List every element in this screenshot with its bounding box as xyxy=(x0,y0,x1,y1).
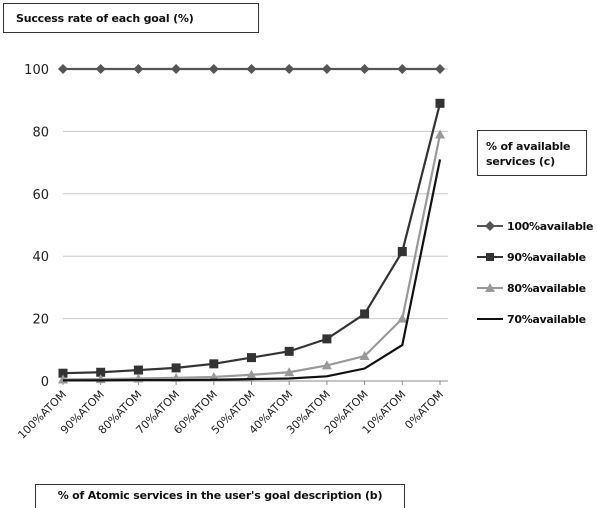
data-point xyxy=(360,309,370,319)
data-point xyxy=(359,351,370,361)
data-point xyxy=(435,129,445,139)
data-point xyxy=(284,346,294,356)
legend-item-90: 90%available xyxy=(477,248,597,279)
legend-label: 70%available xyxy=(507,313,586,326)
data-point xyxy=(435,98,445,108)
legend-item-70: 70%available xyxy=(477,310,597,341)
x-axis-label: % of Atomic services in the user's goal … xyxy=(35,484,405,508)
data-point xyxy=(397,247,407,257)
data-point xyxy=(209,359,219,369)
data-point xyxy=(247,353,256,363)
data-point xyxy=(95,64,106,74)
series-line xyxy=(62,103,442,375)
data-point xyxy=(133,64,144,74)
line-marker-icon xyxy=(477,318,503,320)
data-point xyxy=(96,367,106,377)
series-line xyxy=(63,159,442,382)
data-point xyxy=(246,64,257,74)
series-line xyxy=(62,134,442,381)
legend-label: 90%available xyxy=(507,251,586,264)
data-point xyxy=(435,64,445,74)
data-point xyxy=(322,334,332,344)
data-point xyxy=(171,64,182,74)
x-tick-label: 0%ATOM xyxy=(402,388,446,432)
legend: 100%available 90%available 80%available … xyxy=(477,217,597,341)
x-tick-label: 100%ATOM xyxy=(15,388,69,442)
legend-label: 100%available xyxy=(507,220,594,233)
chart-title: Success rate of each goal (%) xyxy=(3,3,259,33)
data-point xyxy=(359,64,370,74)
triangle-marker-icon xyxy=(477,283,503,292)
data-point xyxy=(58,64,68,74)
data-point xyxy=(58,368,68,378)
data-point xyxy=(284,367,295,377)
square-marker-icon xyxy=(477,253,503,261)
y-tick-label: 0 xyxy=(41,375,49,390)
y-tick-label: 100 xyxy=(24,63,49,78)
data-point xyxy=(321,64,332,74)
y-tick-label: 80 xyxy=(32,125,49,140)
data-point xyxy=(397,64,408,74)
data-point xyxy=(171,363,181,373)
y-tick-label: 20 xyxy=(32,313,49,328)
data-point xyxy=(246,369,257,379)
data-point xyxy=(133,365,143,375)
data-point xyxy=(284,64,295,74)
diamond-marker-icon xyxy=(477,221,503,231)
legend-label: 80%available xyxy=(507,282,586,295)
legend-item-100: 100%available xyxy=(477,217,597,248)
y-tick-label: 40 xyxy=(32,250,49,265)
data-point xyxy=(321,360,332,370)
y-tick-label: 60 xyxy=(32,188,49,203)
data-point xyxy=(208,64,219,74)
data-point xyxy=(397,313,408,323)
legend-item-80: 80%available xyxy=(477,279,597,310)
legend-title: % of available services (c) xyxy=(477,130,587,176)
